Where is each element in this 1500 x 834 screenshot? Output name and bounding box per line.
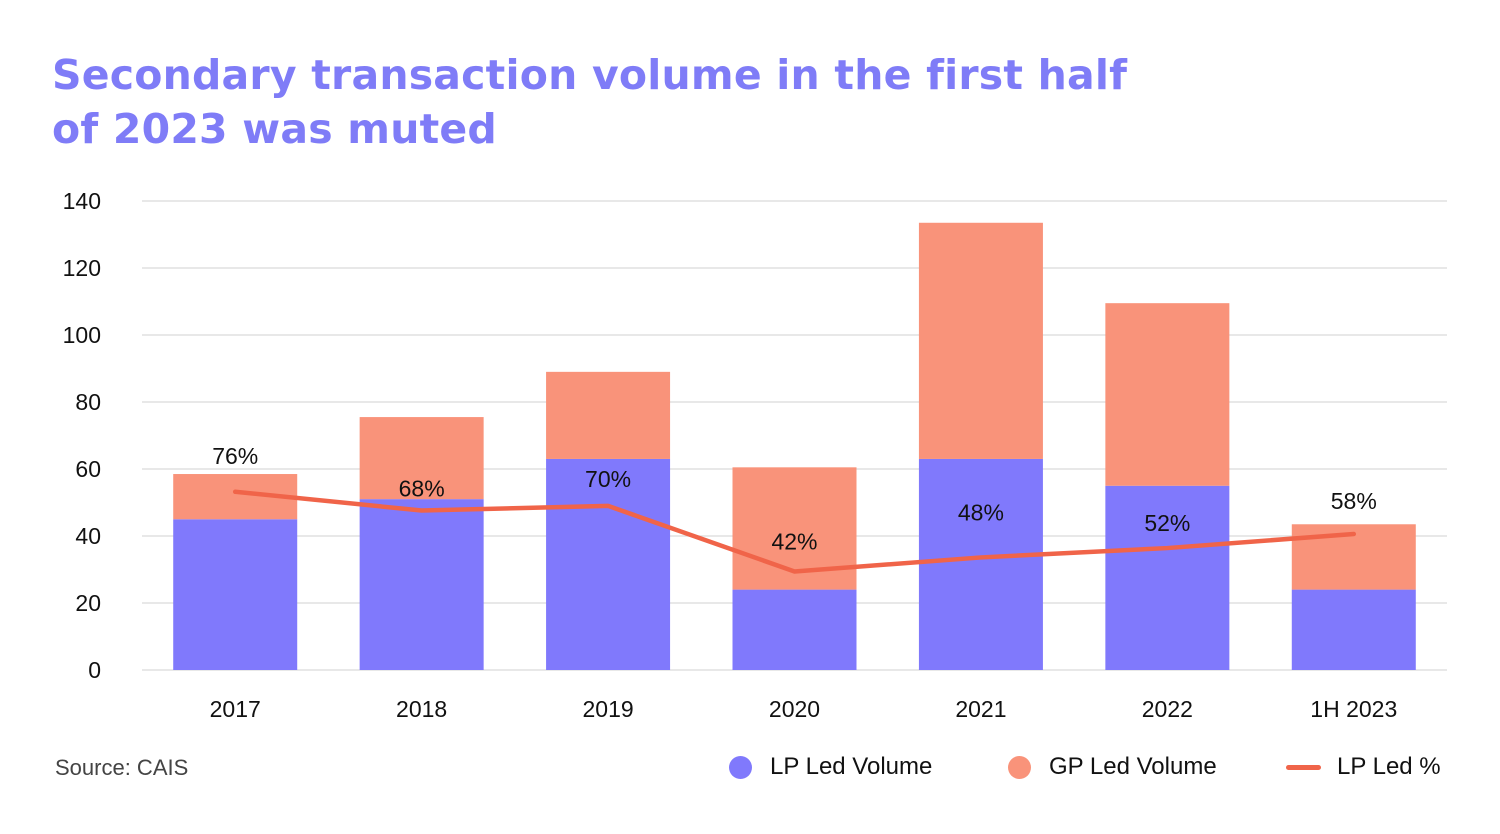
y-tick-label: 60 <box>75 456 101 482</box>
bar-gp-volume <box>918 222 1043 459</box>
bar-lp-volume <box>1291 589 1416 670</box>
bar-lp-volume <box>732 589 857 670</box>
y-tick-label: 100 <box>63 322 101 348</box>
bar-gp-volume <box>1105 303 1230 486</box>
x-axis-tick-labels: 2017 2018 2019 2020 2021 2022 1H 2023 <box>210 696 1398 722</box>
x-tick-label: 2021 <box>955 696 1006 722</box>
legend-item-gp-volume: GP Led Volume <box>1008 752 1217 782</box>
lp-percent-data-label: 42% <box>771 529 817 555</box>
lp-percent-data-label: 68% <box>399 476 445 502</box>
y-axis-tick-labels: 0 20 40 60 80 100 120 140 <box>63 188 101 683</box>
bar-gp-volume <box>546 371 671 459</box>
legend-item-lp-volume: LP Led Volume <box>729 752 932 782</box>
bar-lp-volume <box>173 519 298 670</box>
chart-title-line-1: Secondary transaction volume in the firs… <box>52 51 1128 99</box>
lp-percent-data-label: 48% <box>958 499 1004 525</box>
bar-lp-volume <box>918 458 1043 670</box>
x-tick-label: 2017 <box>210 696 261 722</box>
lp-percent-labels: 76% 68% 70% 42% 48% 52% 58% <box>212 443 1377 555</box>
x-tick-label: 2018 <box>396 696 447 722</box>
legend-swatch-lp-percent <box>1286 764 1321 770</box>
y-tick-label: 80 <box>75 389 101 415</box>
legend-label-lp-percent: LP Led % <box>1337 753 1441 780</box>
lp-percent-data-label: 52% <box>1144 510 1190 536</box>
chart-title-line-2: of 2023 was muted <box>52 105 497 153</box>
bar-lp-volume <box>546 458 671 670</box>
x-tick-label: 2019 <box>582 696 633 722</box>
bar-lp-volume <box>359 499 484 670</box>
legend-label-gp-volume: GP Led Volume <box>1049 753 1217 780</box>
lp-percent-data-label: 58% <box>1331 488 1377 514</box>
x-tick-label: 2022 <box>1142 696 1193 722</box>
bar-gp-volume <box>359 417 484 500</box>
x-tick-label: 1H 2023 <box>1310 696 1397 722</box>
legend-swatch-gp-volume <box>1008 755 1031 779</box>
lp-percent-line-layer <box>232 489 1357 574</box>
y-tick-label: 140 <box>63 188 101 214</box>
legend-label-lp-volume: LP Led Volume <box>770 753 933 780</box>
x-tick-label: 2020 <box>769 696 820 722</box>
chart-title: Secondary transaction volume in the firs… <box>52 48 1352 156</box>
y-tick-label: 0 <box>88 657 101 683</box>
y-tick-label: 40 <box>75 523 101 549</box>
y-tick-label: 120 <box>63 255 101 281</box>
lp-percent-data-label: 76% <box>212 443 258 469</box>
legend-swatch-lp-volume <box>729 755 752 779</box>
lp-percent-line <box>232 489 1357 574</box>
source-note: Source: CAIS <box>55 755 189 780</box>
legend-item-lp-percent: LP Led % <box>1286 752 1441 782</box>
bar-lp-volume <box>1105 485 1230 670</box>
lp-percent-data-label: 70% <box>585 466 631 492</box>
y-tick-label: 20 <box>75 590 101 616</box>
